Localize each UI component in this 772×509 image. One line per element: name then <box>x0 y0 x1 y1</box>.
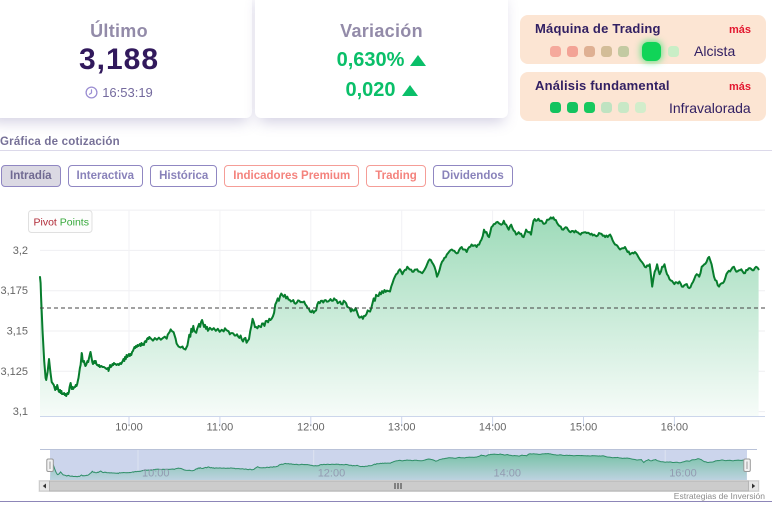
svg-text:14:00: 14:00 <box>479 422 507 434</box>
svg-text:3,1: 3,1 <box>13 406 28 418</box>
svg-text:3,15: 3,15 <box>7 326 28 338</box>
svg-text:Estrategias de Inversión: Estrategias de Inversión <box>674 491 765 501</box>
svg-text:16:00: 16:00 <box>661 422 689 434</box>
svg-text:12:00: 12:00 <box>297 422 325 434</box>
svg-text:16:00: 16:00 <box>669 468 697 480</box>
svg-text:14:00: 14:00 <box>494 468 522 480</box>
svg-text:10:00: 10:00 <box>142 468 170 480</box>
svg-text:10:00: 10:00 <box>115 422 143 434</box>
svg-text:12:00: 12:00 <box>318 468 346 480</box>
svg-text:11:00: 11:00 <box>207 422 234 434</box>
svg-text:Pivot Points: Pivot Points <box>34 217 89 229</box>
svg-text:3,125: 3,125 <box>0 366 28 378</box>
svg-text:13:00: 13:00 <box>388 422 416 434</box>
svg-text:3,2: 3,2 <box>13 245 28 257</box>
svg-text:15:00: 15:00 <box>570 422 598 434</box>
svg-text:3,175: 3,175 <box>0 285 28 297</box>
